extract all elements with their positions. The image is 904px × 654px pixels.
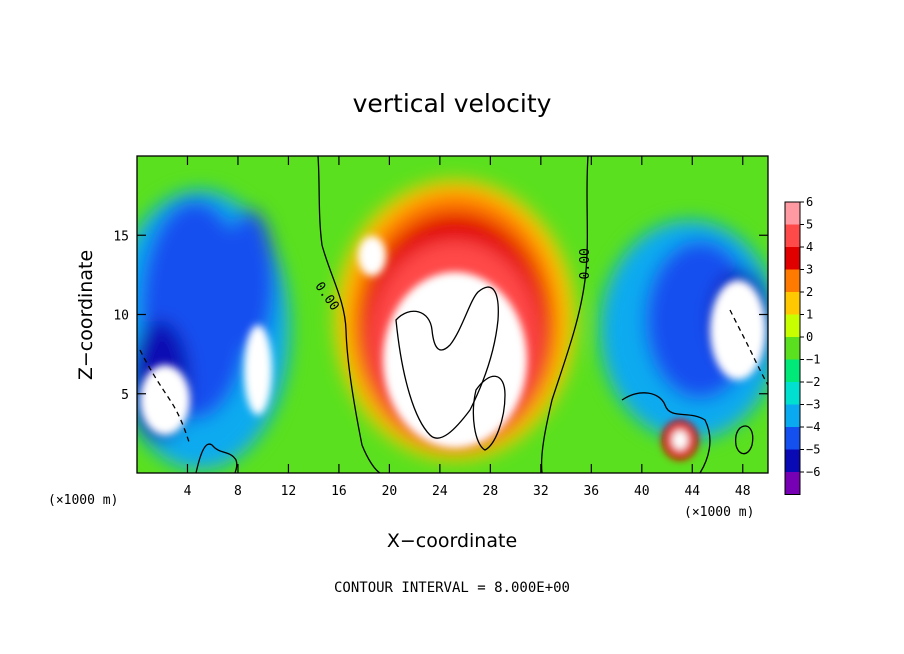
colorbar-segment bbox=[785, 427, 800, 450]
colorbar-label: 5 bbox=[806, 218, 813, 232]
colorbar-label: 3 bbox=[806, 263, 813, 277]
colorbar-label: −1 bbox=[806, 353, 820, 367]
field-small-white bbox=[672, 430, 688, 450]
field-upper-white bbox=[358, 236, 386, 276]
contour-label-right: 0.00 bbox=[578, 248, 593, 279]
colorbar-label: −3 bbox=[806, 398, 820, 412]
colorbar-label: 1 bbox=[806, 308, 813, 322]
chart-title: vertical velocity bbox=[353, 89, 552, 118]
colorbar-segment bbox=[785, 314, 800, 337]
contour-right-dashed bbox=[729, 309, 768, 386]
colorbar-label: −4 bbox=[806, 420, 820, 434]
x-axis-ticks: 4 8 12 16 20 24 28 32 36 40 44 48 bbox=[184, 156, 751, 499]
colorbar-label: 6 bbox=[806, 195, 813, 209]
heatmap-field bbox=[137, 156, 768, 473]
field-left-white-b bbox=[244, 325, 272, 415]
colorbar-label: −6 bbox=[806, 465, 820, 479]
contour-left-dashed bbox=[139, 349, 191, 446]
colorbar-segment bbox=[785, 404, 800, 427]
colorbar-label: 4 bbox=[806, 240, 813, 254]
contour-inner-a bbox=[395, 286, 499, 439]
y-tick-label: 10 bbox=[113, 309, 129, 324]
colorbar-segment bbox=[785, 337, 800, 360]
colorbar-segment bbox=[785, 202, 800, 225]
x-tick-label: 24 bbox=[432, 484, 448, 499]
contour-bottom-left bbox=[195, 443, 238, 473]
x-tick-label: 28 bbox=[483, 484, 499, 499]
x-tick-label: 20 bbox=[382, 484, 398, 499]
colorbar-label: −2 bbox=[806, 375, 820, 389]
x-tick-label: 44 bbox=[684, 484, 700, 499]
x-axis-label: X−coordinate bbox=[387, 530, 517, 552]
colorbar-segment bbox=[785, 247, 800, 270]
colorbar-segment bbox=[785, 292, 800, 315]
x-axis-units-right: (×1000 m) bbox=[684, 505, 754, 520]
contour-zero-right bbox=[540, 156, 589, 473]
y-tick-label: 15 bbox=[113, 229, 129, 244]
colorbar-label: −5 bbox=[806, 443, 820, 457]
y-axis-label: Z−coordinate bbox=[75, 250, 97, 380]
contour-right-loop bbox=[621, 392, 711, 473]
colorbar: 6 5 4 3 2 1 0 −1 −2 −3 −4 −5 −6 bbox=[784, 195, 820, 495]
contour-zero-left bbox=[317, 156, 381, 473]
colorbar-segment bbox=[785, 224, 800, 247]
x-tick-label: 36 bbox=[583, 484, 599, 499]
colorbar-frame bbox=[784, 201, 801, 495]
colorbar-label: 0 bbox=[806, 330, 813, 344]
contour-inner-b bbox=[472, 375, 506, 451]
field-center-white bbox=[383, 272, 527, 448]
field-left-blue-b bbox=[225, 210, 275, 350]
x-tick-label: 8 bbox=[234, 484, 242, 499]
x-tick-label: 16 bbox=[331, 484, 347, 499]
x-tick-label: 48 bbox=[735, 484, 751, 499]
field-left-white-a bbox=[140, 365, 190, 435]
x-tick-label: 12 bbox=[281, 484, 297, 499]
contour-interval-label: CONTOUR INTERVAL = 8.000E+00 bbox=[334, 580, 570, 596]
x-axis-units-left: (×1000 m) bbox=[48, 493, 118, 508]
y-tick-label: 5 bbox=[121, 388, 129, 403]
x-tick-label: 4 bbox=[184, 484, 192, 499]
colorbar-segment bbox=[785, 359, 800, 382]
x-tick-label: 32 bbox=[533, 484, 549, 499]
colorbar-segment bbox=[785, 269, 800, 292]
colorbar-segment bbox=[785, 382, 800, 405]
contour-small-ring bbox=[734, 425, 754, 455]
colorbar-label: 2 bbox=[806, 285, 813, 299]
colorbar-segment bbox=[785, 472, 800, 495]
contour-lines bbox=[139, 156, 768, 473]
y-axis-ticks: 5 10 15 bbox=[113, 229, 768, 403]
x-tick-label: 40 bbox=[634, 484, 650, 499]
colorbar-segment bbox=[785, 449, 800, 472]
field-right-white bbox=[710, 280, 766, 380]
